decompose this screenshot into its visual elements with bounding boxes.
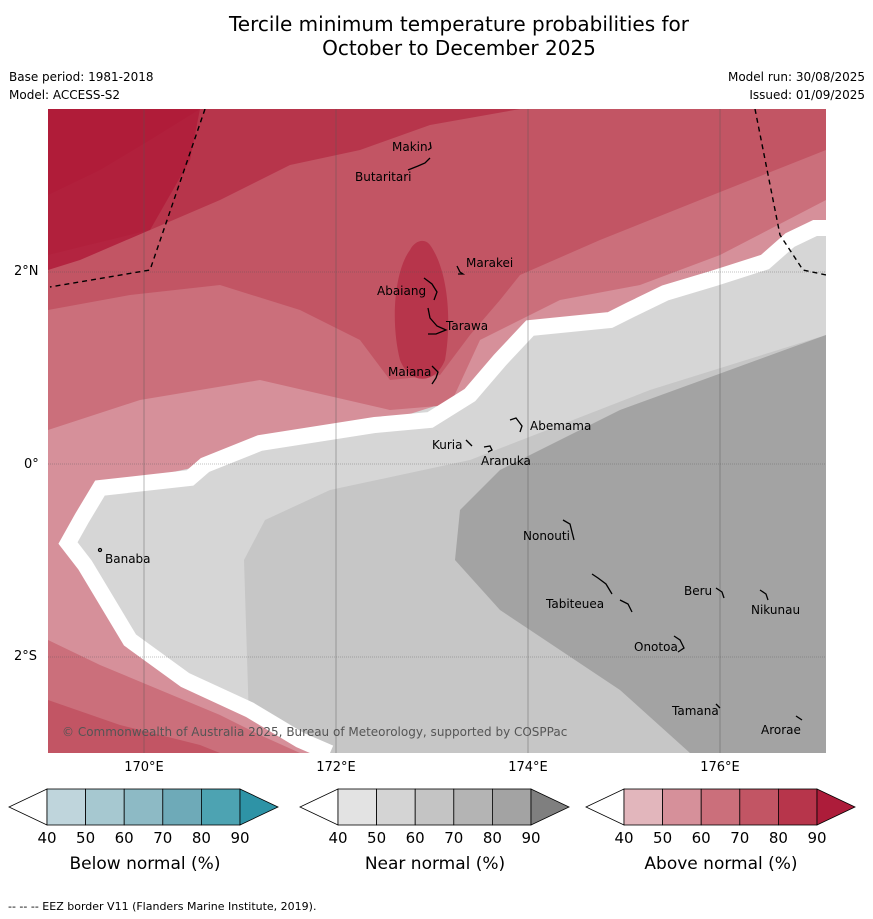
issued-text: Issued: 01/09/2025 <box>749 88 865 102</box>
place-label: Aranuka <box>481 454 531 468</box>
colorbar-swatch <box>491 788 532 826</box>
colorbar-extend-high <box>530 788 570 826</box>
meta-right: Model run: 30/08/2025 Issued: 01/09/2025 <box>728 68 865 104</box>
model-run-text: Model run: 30/08/2025 <box>727 70 865 84</box>
colorbar-title-above: Above normal (%) <box>644 854 798 874</box>
lon-label: 174°E <box>508 760 548 775</box>
lat-label: 0° <box>24 457 39 472</box>
colorbar-swatch <box>662 788 702 826</box>
colorbar-tick-label: 40 <box>37 829 57 847</box>
colorbar-swatch <box>623 788 663 826</box>
place-label: Arorae <box>761 723 801 737</box>
colorbar-tick-label: 80 <box>768 829 788 847</box>
place-label: Marakei <box>466 256 513 270</box>
colorbar-swatch <box>46 788 86 826</box>
lat-label: 2°S <box>14 649 38 664</box>
colorbar-tick-label: 70 <box>153 829 173 847</box>
colorbar-tick-label: 50 <box>76 829 96 847</box>
near-normal-70-region <box>455 335 826 753</box>
colorbar-tick-label: 70 <box>444 829 464 847</box>
colorbar-tick-label: 90 <box>807 829 827 847</box>
place-label: Nonouti <box>523 529 570 543</box>
no-dominant-tercile-band <box>58 220 826 753</box>
title-line-1: Tercile minimum temperature probabilitie… <box>228 12 690 36</box>
colorbar-title-below: Below normal (%) <box>69 854 221 874</box>
colorbar-swatch <box>700 788 741 826</box>
colorbar-tick-label: 80 <box>482 829 502 847</box>
place-label: Banaba <box>105 552 151 566</box>
colorbar-extend-low <box>8 788 48 826</box>
meta-left: Base period: 1981-2018 Model: ACCESS-S2 <box>9 68 154 104</box>
colorbar-swatch <box>453 788 493 826</box>
place-label: Beru <box>684 584 712 598</box>
colorbar-tick-label: 40 <box>328 829 348 847</box>
page-title: Tercile minimum temperature probabilitie… <box>0 12 873 60</box>
place-label: Tamana <box>671 704 719 718</box>
place-label: Maiana <box>388 365 431 379</box>
colorbars <box>8 788 856 826</box>
place-label: Nikunau <box>751 603 800 617</box>
colorbar-extend-high <box>239 788 279 826</box>
colorbar-swatch <box>162 788 202 826</box>
colorbar-tick-label: 50 <box>653 829 673 847</box>
place-label: Kuria <box>432 438 463 452</box>
place-label: Abaiang <box>377 284 426 298</box>
colorbar-near <box>299 788 570 826</box>
probability-map: Makin Butaritari Marakei Abaiang Tarawa … <box>48 109 826 753</box>
place-label: Makin <box>392 140 428 154</box>
lat-label: 2°N <box>14 264 39 279</box>
footnote: -- -- -- EEZ border V11 (Flanders Marine… <box>8 900 317 913</box>
colorbar-above <box>585 788 856 826</box>
place-label: Onotoa <box>634 640 678 654</box>
colorbar-swatch <box>123 788 164 826</box>
island-outlines <box>97 141 803 721</box>
place-labels: Makin Butaritari Marakei Abaiang Tarawa … <box>105 140 801 737</box>
eez-border <box>49 109 826 288</box>
copyright-text: © Commonwealth of Australia 2025, Bureau… <box>62 725 567 739</box>
lon-label: 176°E <box>700 760 740 775</box>
colorbar-below <box>8 788 279 826</box>
colorbar-swatch <box>85 788 125 826</box>
model-text: Model: ACCESS-S2 <box>9 88 121 102</box>
colorbar-tick-label: 60 <box>405 829 425 847</box>
colorbar-extend-low <box>585 788 625 826</box>
colorbar-swatch <box>200 788 241 826</box>
place-label: Tarawa <box>445 319 488 333</box>
graticule <box>48 109 826 753</box>
colorbar-extend-low <box>299 788 339 826</box>
colorbar-tick-label: 90 <box>521 829 541 847</box>
colorbar-swatch <box>414 788 455 826</box>
above-normal-70-south-region <box>48 700 220 753</box>
colorbar-tick-label: 50 <box>367 829 387 847</box>
colorbar-swatch <box>337 788 377 826</box>
colorbar-swatch <box>739 788 779 826</box>
colorbar-tick-label: 60 <box>691 829 711 847</box>
colorbar-tick-label: 80 <box>191 829 211 847</box>
colorbar-tick-label: 90 <box>230 829 250 847</box>
place-label: Tabiteuea <box>545 597 604 611</box>
colorbar-title-near: Near normal (%) <box>364 854 506 874</box>
colorbar-tick-label: 70 <box>730 829 750 847</box>
colorbar-swatch <box>778 788 818 826</box>
title-line-2: October to December 2025 <box>322 36 596 60</box>
lon-label: 172°E <box>316 760 356 775</box>
lon-label: 170°E <box>124 760 164 775</box>
place-label: Abemama <box>530 419 591 433</box>
colorbar-tick-label: 40 <box>614 829 634 847</box>
colorbar-tick-label: 60 <box>114 829 134 847</box>
colorbar-swatch <box>376 788 416 826</box>
above-normal-80-core-region <box>394 240 449 379</box>
base-period-text: Base period: 1981-2018 <box>9 70 154 84</box>
place-label: Butaritari <box>355 170 412 184</box>
colorbar-extend-high <box>816 788 856 826</box>
